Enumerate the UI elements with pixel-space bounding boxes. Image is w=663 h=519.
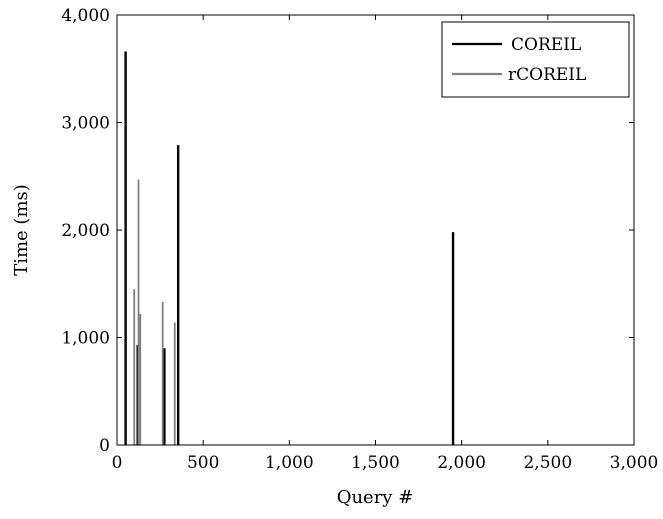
bars-layer — [124, 51, 455, 445]
x-tick-label: 2,500 — [523, 453, 572, 473]
x-axis-label: Query # — [337, 487, 414, 508]
legend-box — [441, 21, 630, 98]
x-tick-label: 2,000 — [437, 453, 486, 473]
x-tick-label: 500 — [187, 453, 219, 473]
legend: COREIL rCOREIL — [441, 21, 630, 98]
ticks-layer: 0 500 1,000 1,500 2,000 2,500 3,000 0 1,000 2,000… — [61, 6, 658, 473]
legend-label-rcoreil: rCOREIL — [508, 65, 586, 85]
x-tick-label: 1,500 — [351, 453, 400, 473]
y-tick-label: 3,000 — [61, 114, 110, 134]
y-tick-label: 2,000 — [61, 221, 110, 241]
y-tick-label: 4,000 — [61, 6, 110, 26]
legend-label-coreil: COREIL — [511, 35, 581, 55]
x-tick-label: 3,000 — [610, 453, 659, 473]
y-tick-label: 1,000 — [61, 329, 110, 349]
y-tick-label: 0 — [99, 436, 110, 456]
x-tick-label: 1,000 — [265, 453, 314, 473]
x-tick-label: 0 — [112, 453, 123, 473]
y-axis-label: Time (ms) — [11, 184, 32, 276]
